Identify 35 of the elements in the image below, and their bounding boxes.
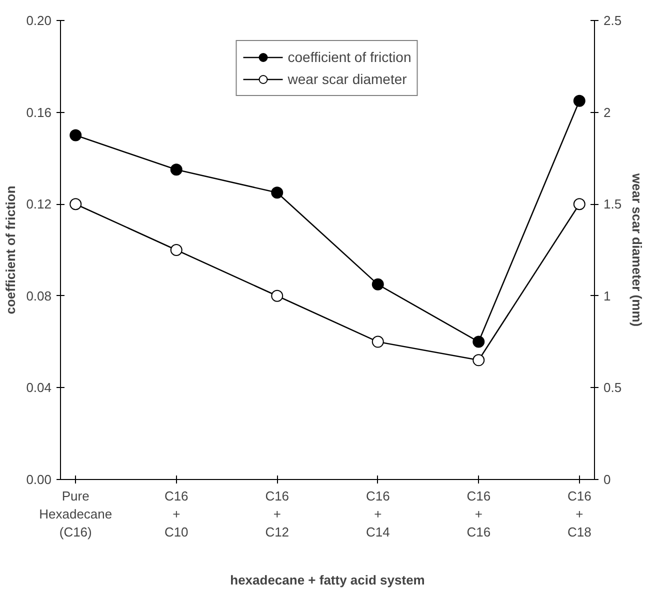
legend-label: wear scar diameter [288, 71, 407, 87]
point [573, 198, 586, 210]
y2-tick-label: 1.5 [604, 196, 622, 212]
x-tick-label: C16 + C16 [466, 488, 491, 540]
point [271, 186, 284, 199]
y2-tick-label: 2 [604, 104, 611, 120]
point [472, 354, 485, 366]
point [573, 94, 586, 107]
y2-axis-title: wear scar diameter (mm) [630, 172, 645, 327]
point [271, 290, 284, 302]
y2-tick-label: 1 [604, 288, 611, 304]
y-tick-label: 0.00 [26, 472, 52, 487]
point [372, 336, 384, 348]
point [372, 278, 384, 290]
y-tick-label: 0.20 [26, 13, 52, 28]
x-tick-label: C16 + C10 [164, 488, 188, 540]
x-axis-title: hexadecane + fatty acid system [230, 572, 425, 588]
point [472, 336, 485, 348]
x-tick-label: C16 + C14 [366, 488, 390, 540]
point [70, 129, 82, 142]
y-tick-label: 0.16 [26, 104, 52, 120]
point [170, 164, 182, 176]
y-tick-label: 0.08 [26, 288, 52, 304]
y2-tick-label: 0.5 [604, 380, 622, 396]
point [170, 244, 182, 256]
point [70, 198, 82, 210]
x-tick-label: Pure Hexadecane (C16) [39, 488, 112, 540]
y2-tick-label: 0 [604, 472, 611, 487]
y-tick-label: 0.12 [26, 196, 52, 212]
x-tick-label: C16 + C18 [567, 488, 592, 540]
y-axis-title: coefficient of friction [3, 186, 18, 314]
legend-label: coefficient of friction [288, 49, 412, 65]
y2-tick-label: 2.5 [604, 13, 622, 28]
y-tick-label: 0.04 [26, 380, 52, 396]
x-tick-label: C16 + C12 [265, 488, 290, 540]
